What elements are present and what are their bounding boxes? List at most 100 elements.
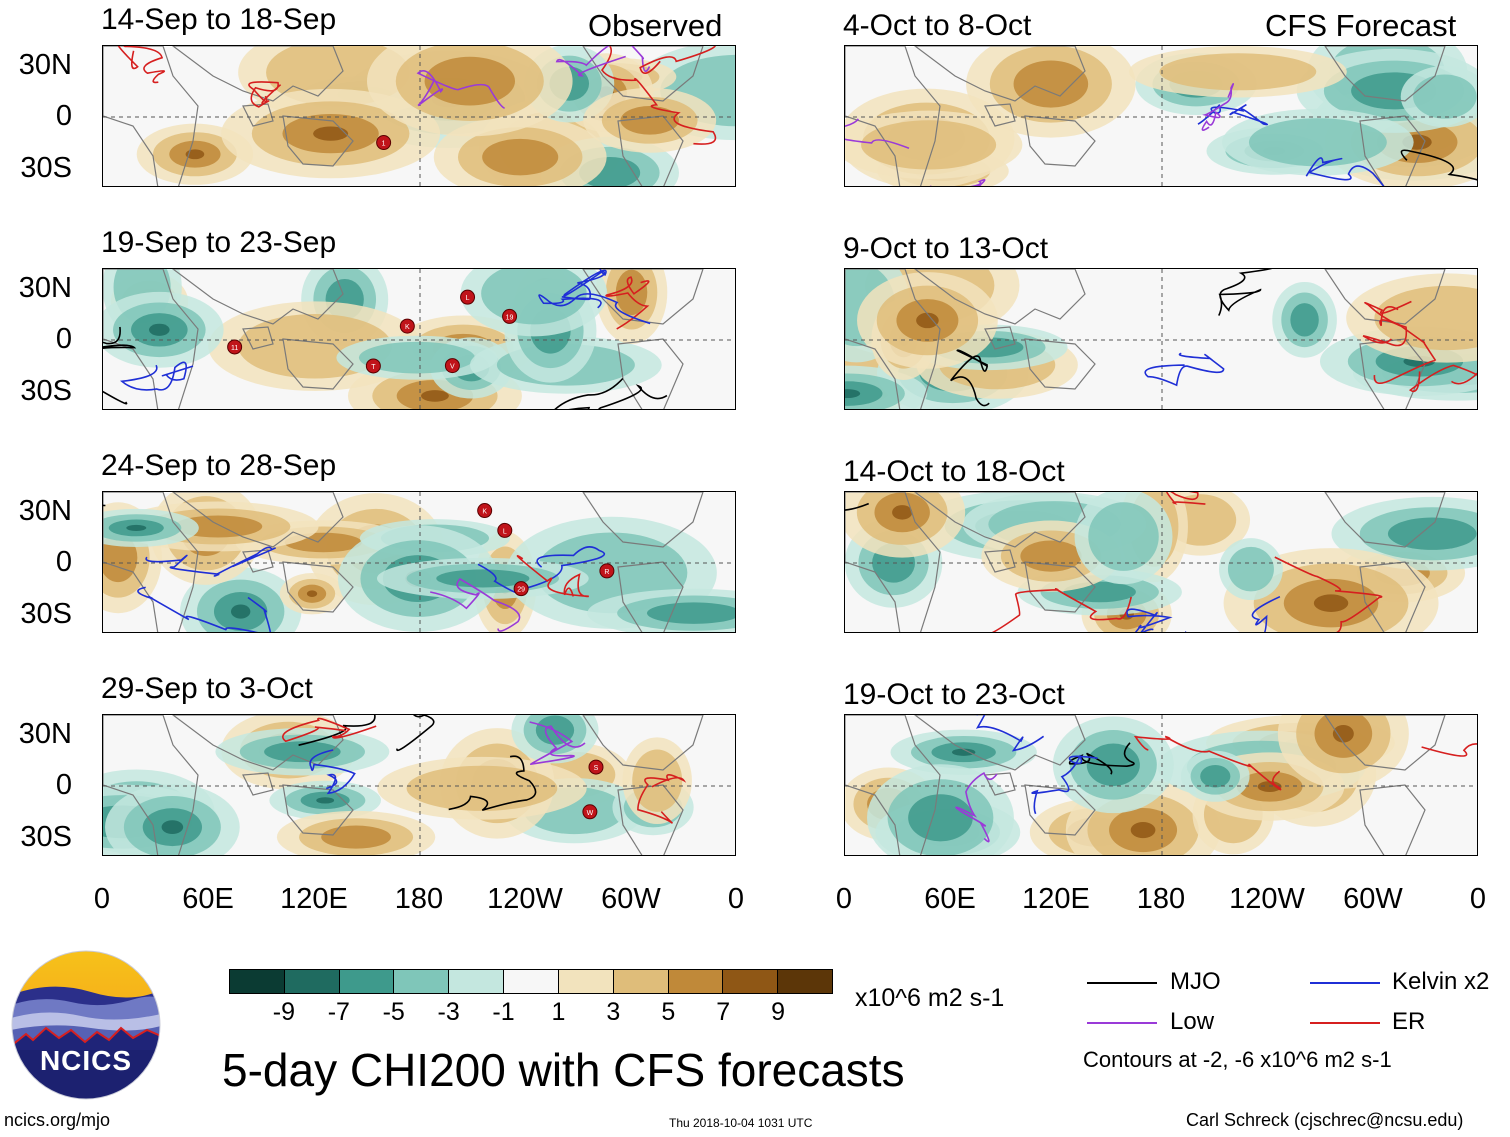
- map-panel-svg: 29 K L R: [103, 492, 735, 632]
- contour-line: [430, 577, 521, 632]
- source-url[interactable]: ncics.org/mjo: [4, 1110, 111, 1130]
- map-panel-svg: [845, 46, 1477, 186]
- legend-mjo-line: [1087, 982, 1157, 984]
- legend-er-line: [1310, 1022, 1380, 1024]
- coastline: [1359, 115, 1426, 186]
- contour-line: [103, 326, 137, 405]
- contour-line: [555, 46, 651, 77]
- tropical-storm-icon: L: [497, 522, 513, 538]
- coastline: [1324, 492, 1446, 548]
- anomaly-shading: [620, 106, 679, 135]
- lat-label-30s: 30S: [20, 152, 72, 184]
- anomaly-shading: [615, 269, 648, 316]
- coastline: [172, 492, 344, 548]
- map-panel-svg: 1: [103, 46, 735, 186]
- panel-title-obs-2: 19-Sep to 23-Sep: [101, 226, 337, 259]
- coastline: [1024, 338, 1096, 390]
- colorbar-tick-label: 9: [771, 998, 786, 1026]
- tropical-storm-icon: 1: [376, 135, 392, 151]
- anomaly-shading: [1257, 781, 1282, 793]
- contour-line: [1400, 149, 1477, 181]
- anomaly-shading: [845, 381, 883, 406]
- colorbar-swatch: [283, 970, 339, 993]
- legend-kelvin-line: [1310, 982, 1380, 984]
- anomaly-shading: [1387, 517, 1477, 550]
- anomaly-shading: [321, 825, 391, 849]
- contour-line: [1421, 743, 1477, 757]
- colorbar-tick-label: 1: [551, 998, 566, 1026]
- coastline: [617, 561, 684, 632]
- anomaly-shading: [1086, 743, 1140, 787]
- contour-line: [282, 717, 377, 743]
- colorbar-tick-label: 5: [661, 998, 676, 1026]
- coastline: [1359, 784, 1426, 855]
- anomaly-shading: [632, 749, 683, 812]
- lon-label-0: 0: [835, 883, 853, 915]
- contour-line: [1133, 735, 1282, 791]
- panel-title-obs-4: 29-Sep to 3-Oct: [101, 672, 313, 705]
- map-panel-svg: [845, 715, 1477, 855]
- anomaly-shading: [916, 312, 939, 329]
- coastline: [103, 715, 199, 855]
- panel-title-fc-1: 4-Oct to 8-Oct: [843, 9, 1032, 42]
- colorbar-swatch: [230, 970, 284, 993]
- anomaly-shading: [149, 323, 170, 336]
- anomaly-shading: [892, 505, 913, 520]
- panel-title-obs-3: 24-Sep to 28-Sep: [101, 449, 337, 482]
- anomaly-shading: [1313, 594, 1349, 612]
- map-panel-obs-1: 1: [102, 45, 736, 187]
- contour-line: [975, 715, 1045, 752]
- lat-label-30n: 30N: [18, 718, 72, 750]
- ncics-logo: NCICS: [11, 950, 161, 1100]
- contour-line: [145, 546, 276, 577]
- anomaly-shading: [1248, 118, 1387, 167]
- contour-line: [119, 361, 194, 391]
- coastline: [1024, 784, 1096, 836]
- colorbar: [229, 969, 833, 994]
- colorbar-swatch: [722, 970, 778, 993]
- lat-label-30n: 30N: [18, 49, 72, 81]
- anomaly-shading: [421, 390, 449, 402]
- map-panel-svg: V T 19 L 11 K: [103, 269, 735, 409]
- coastline: [984, 103, 1016, 127]
- colorbar-swatch: [393, 970, 449, 993]
- contour-line: [529, 721, 586, 765]
- coastline: [242, 326, 274, 350]
- coastline: [582, 46, 704, 102]
- tropical-storm-icon: V: [444, 358, 460, 374]
- anomaly-shading: [1290, 303, 1319, 337]
- contour-line: [605, 276, 650, 330]
- contour-line: [955, 771, 998, 843]
- coastline: [1324, 269, 1446, 325]
- tropical-storm-icon: 11: [227, 339, 243, 355]
- map-panel-svg: [845, 269, 1477, 409]
- coastline: [984, 326, 1016, 350]
- panel-title-fc-3: 14-Oct to 18-Oct: [843, 455, 1065, 488]
- anomaly-shading: [161, 820, 184, 835]
- tropical-storm-icon: S: [588, 759, 604, 775]
- anomaly-shading: [1413, 74, 1477, 119]
- lat-label-0: 0: [55, 100, 72, 132]
- colorbar-tick-label: -7: [327, 998, 350, 1026]
- storm-label: L: [466, 295, 470, 302]
- anomaly-shading: [482, 138, 559, 176]
- storm-label: T: [371, 364, 376, 371]
- contour-line: [1218, 269, 1273, 316]
- lat-label-0: 0: [55, 769, 72, 801]
- anomaly-shading: [436, 569, 530, 588]
- map-panel-svg: [845, 492, 1477, 632]
- lon-label-60e: 60E: [182, 883, 234, 915]
- storm-label: L: [503, 528, 507, 535]
- timestamp: Thu 2018-10-04 1031 UTC: [669, 1116, 813, 1130]
- colorbar-tick-label: 7: [716, 998, 731, 1026]
- observed-label: Observed: [588, 8, 723, 43]
- contour-line: [601, 46, 717, 145]
- coastline: [282, 784, 354, 836]
- contour-line: [950, 349, 990, 407]
- colorbar-tick-label: 3: [606, 998, 621, 1026]
- storm-label: 19: [506, 314, 514, 321]
- coastline: [984, 772, 1016, 796]
- lon-label-60w: 60W: [601, 883, 661, 915]
- tropical-storm-icon: 19: [502, 308, 518, 324]
